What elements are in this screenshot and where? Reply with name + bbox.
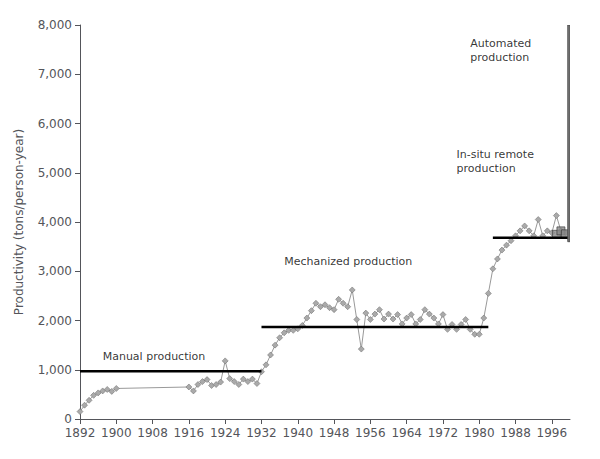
svg-text:production: production (457, 162, 516, 175)
svg-text:1988: 1988 (500, 426, 531, 440)
svg-text:1916: 1916 (174, 426, 205, 440)
svg-text:Productivity (tons/person-year: Productivity (tons/person-year) (12, 129, 26, 315)
svg-text:1964: 1964 (391, 426, 422, 440)
svg-text:1900: 1900 (101, 426, 132, 440)
svg-text:1996: 1996 (537, 426, 568, 440)
svg-text:3,000: 3,000 (38, 264, 72, 278)
svg-text:1980: 1980 (464, 426, 495, 440)
svg-text:4,000: 4,000 (38, 215, 72, 229)
svg-text:1948: 1948 (319, 426, 350, 440)
svg-text:1892: 1892 (65, 426, 96, 440)
svg-text:6,000: 6,000 (38, 117, 72, 131)
svg-text:1956: 1956 (355, 426, 386, 440)
svg-text:1932: 1932 (246, 426, 277, 440)
svg-text:production: production (470, 51, 529, 64)
svg-text:In-situ remote: In-situ remote (457, 148, 535, 161)
svg-text:1,000: 1,000 (38, 363, 72, 377)
svg-text:Manual production: Manual production (103, 350, 206, 363)
svg-text:0: 0 (64, 412, 72, 426)
svg-text:1924: 1924 (210, 426, 241, 440)
svg-text:1972: 1972 (428, 426, 459, 440)
svg-text:7,000: 7,000 (38, 67, 72, 81)
svg-text:Mechanized production: Mechanized production (284, 255, 412, 268)
svg-text:8,000: 8,000 (38, 18, 72, 32)
svg-text:5,000: 5,000 (38, 166, 72, 180)
svg-text:Automated: Automated (470, 37, 531, 50)
svg-text:2,000: 2,000 (38, 314, 72, 328)
svg-text:1908: 1908 (137, 426, 168, 440)
svg-text:1940: 1940 (283, 426, 314, 440)
